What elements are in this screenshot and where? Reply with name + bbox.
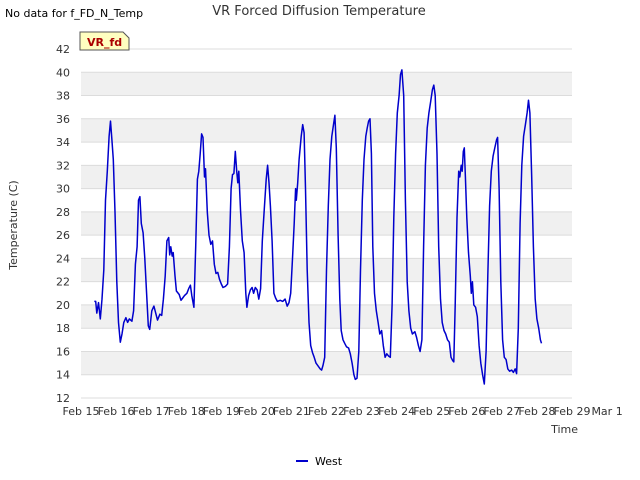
y-tick-label: 34: [56, 136, 70, 149]
x-tick-label: Feb 17: [133, 405, 170, 418]
x-tick-label: Feb 18: [168, 405, 205, 418]
y-tick-label: 30: [56, 183, 70, 196]
y-tick-label: 42: [56, 43, 70, 56]
x-tick-label: Feb 22: [308, 405, 345, 418]
grid-band: [81, 49, 572, 73]
badge-frame: [79, 31, 130, 51]
grid-band: [81, 328, 572, 352]
legend-label: West: [315, 455, 343, 468]
badge: VR_fd: [79, 31, 130, 51]
x-tick-label: Feb 16: [98, 405, 135, 418]
x-tick-label: Feb 20: [238, 405, 275, 418]
y-tick-label: 20: [56, 299, 70, 312]
x-tick-label: Feb 25: [413, 405, 450, 418]
grid-band: [81, 374, 572, 398]
series-layer: [94, 69, 543, 385]
badge-label: VR_fd: [87, 36, 122, 49]
grid-band: [81, 72, 572, 96]
y-tick-label: 28: [56, 206, 70, 219]
grid-band: [81, 351, 572, 375]
grid-band: [81, 188, 572, 212]
series-line-west: [94, 69, 543, 385]
grid-band: [81, 304, 572, 329]
y-tick-label: 12: [56, 392, 70, 405]
y-tick-label: 24: [56, 252, 70, 265]
y-tick-label: 18: [56, 322, 70, 335]
grid-band: [81, 118, 572, 143]
legend: West: [296, 455, 343, 468]
y-tick-label: 40: [56, 66, 70, 79]
y-tick-label: 14: [56, 369, 70, 382]
chart-title: VR Forced Diffusion Temperature: [212, 4, 426, 19]
y-tick-label: 16: [56, 345, 70, 358]
y-axis-label: Temperature (C): [7, 180, 20, 270]
y-tick-label: 22: [56, 276, 70, 289]
x-tick-label: Feb 19: [203, 405, 240, 418]
grid-lines: [81, 48, 572, 399]
x-tick-label: Feb 23: [343, 405, 380, 418]
y-tick-label: 32: [56, 159, 70, 172]
x-tick-label: Feb 26: [448, 405, 485, 418]
y-tick-label: 38: [56, 90, 70, 103]
y-tick-label: 36: [56, 113, 70, 126]
grid-band: [81, 95, 572, 119]
grid-band: [81, 211, 572, 236]
no-data-note: No data for f_FD_N_Temp: [5, 7, 144, 20]
x-axis-label: Time: [550, 423, 578, 436]
x-tick-label: Feb 24: [378, 405, 415, 418]
x-tick-label: Feb 28: [518, 405, 555, 418]
x-tick-label: Mar 1: [591, 405, 622, 418]
x-tick-label: Feb 15: [63, 405, 100, 418]
y-axis-ticks: 12 14 16 18 20 22 24 26 28 30 32 34 36 38 40 42: [56, 43, 70, 405]
x-tick-label: Feb 21: [273, 405, 310, 418]
x-tick-label: Feb 29: [554, 405, 591, 418]
y-tick-label: 26: [56, 229, 70, 242]
x-tick-label: Feb 27: [483, 405, 520, 418]
grid-bands: [81, 49, 572, 398]
